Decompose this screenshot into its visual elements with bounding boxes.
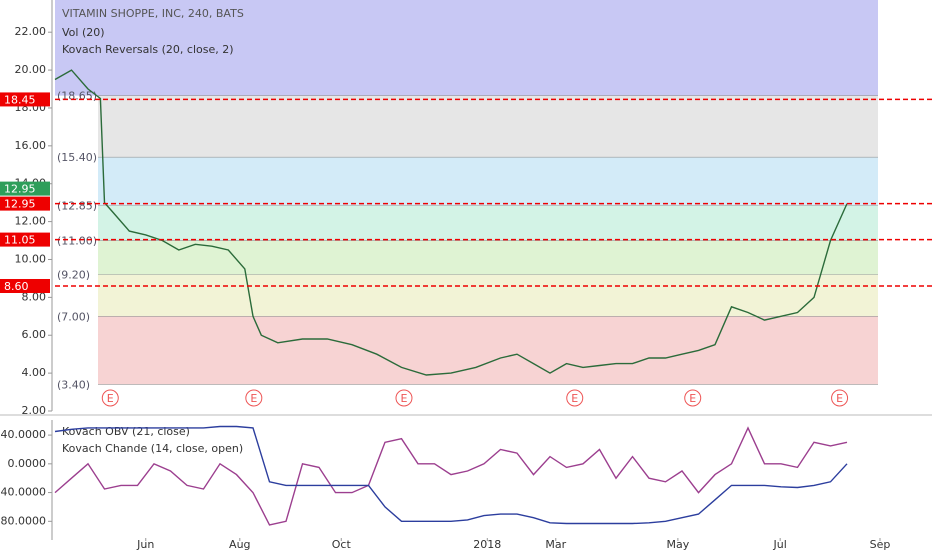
x-tick-label: Aug bbox=[229, 538, 250, 550]
y-tick-label: 2.00 bbox=[22, 404, 47, 417]
earnings-label: E bbox=[571, 392, 578, 405]
x-tick-label: 2018 bbox=[473, 538, 501, 550]
x-tick-label: Jun bbox=[136, 538, 154, 550]
series-line bbox=[54, 425, 848, 525]
y-tick-label: 0.0000 bbox=[8, 457, 47, 470]
x-tick-label: Mar bbox=[545, 538, 566, 550]
price-tag bbox=[0, 278, 50, 293]
price-tag-label: 18.45 bbox=[4, 93, 36, 106]
price-tag-label: 8.60 bbox=[4, 280, 29, 293]
fib-band bbox=[55, 0, 878, 96]
subtitle: Kovach Reversals (20, close, 2) bbox=[62, 43, 234, 56]
x-tick-label: Jul bbox=[773, 538, 787, 550]
y-tick-label: 20.00 bbox=[15, 63, 47, 76]
price-tag-label: 12.95 bbox=[4, 198, 36, 211]
fib-band bbox=[98, 205, 878, 241]
fib-band bbox=[98, 274, 878, 317]
y-tick-label: 10.00 bbox=[15, 252, 47, 265]
earnings-label: E bbox=[836, 392, 843, 405]
subtitle: Vol (20) bbox=[62, 26, 105, 39]
earnings-label: E bbox=[689, 392, 696, 405]
last-price-tag bbox=[0, 181, 50, 196]
last-price-label: 12.95 bbox=[4, 183, 36, 196]
y-tick-label: 6.00 bbox=[22, 328, 47, 341]
y-tick-label: -40.0000 bbox=[0, 486, 46, 499]
fib-label: (9.20) bbox=[57, 269, 90, 282]
y-tick-label: 22.00 bbox=[15, 25, 47, 38]
fib-label: (7.00) bbox=[57, 310, 90, 323]
fib-label: (3.40) bbox=[57, 378, 90, 391]
price-tag bbox=[0, 232, 50, 247]
fib-label: (12.85) bbox=[57, 200, 97, 213]
x-tick-label: May bbox=[667, 538, 690, 550]
y-tick-label: 40.0000 bbox=[1, 428, 47, 441]
price-tag bbox=[0, 196, 50, 211]
fib-band bbox=[98, 95, 878, 158]
earnings-label: E bbox=[250, 392, 257, 405]
earnings-marker bbox=[245, 389, 263, 407]
earnings-marker bbox=[831, 389, 849, 407]
series-line bbox=[54, 426, 848, 526]
x-tick-label: Oct bbox=[332, 538, 352, 550]
fib-band bbox=[98, 240, 878, 275]
price-tag bbox=[0, 92, 50, 107]
earnings-marker bbox=[684, 389, 702, 407]
earnings-label: E bbox=[107, 392, 114, 405]
subtitle: Kovach OBV (21, close) bbox=[62, 425, 190, 438]
earnings-marker bbox=[566, 389, 584, 407]
fib-label: (15.40) bbox=[57, 151, 97, 164]
series-line bbox=[54, 69, 848, 376]
fib-label: (11.00) bbox=[57, 235, 97, 248]
fib-band bbox=[98, 157, 878, 206]
earnings-marker bbox=[101, 389, 119, 407]
y-tick-label: 16.00 bbox=[15, 139, 47, 152]
earnings-marker bbox=[395, 389, 413, 407]
price-tag-label: 11.05 bbox=[4, 234, 36, 247]
y-tick-label: -80.0000 bbox=[0, 514, 46, 527]
earnings-label: E bbox=[400, 392, 407, 405]
y-tick-label: 4.00 bbox=[22, 366, 47, 379]
y-tick-label: 12.00 bbox=[15, 215, 47, 228]
x-tick-label: Sep bbox=[870, 538, 891, 550]
chart-title: VITAMIN SHOPPE, INC, 240, BATS bbox=[62, 7, 244, 20]
y-tick-label: 8.00 bbox=[22, 290, 47, 303]
subtitle: Kovach Chande (14, close, open) bbox=[62, 442, 243, 455]
fib-band bbox=[98, 316, 878, 385]
